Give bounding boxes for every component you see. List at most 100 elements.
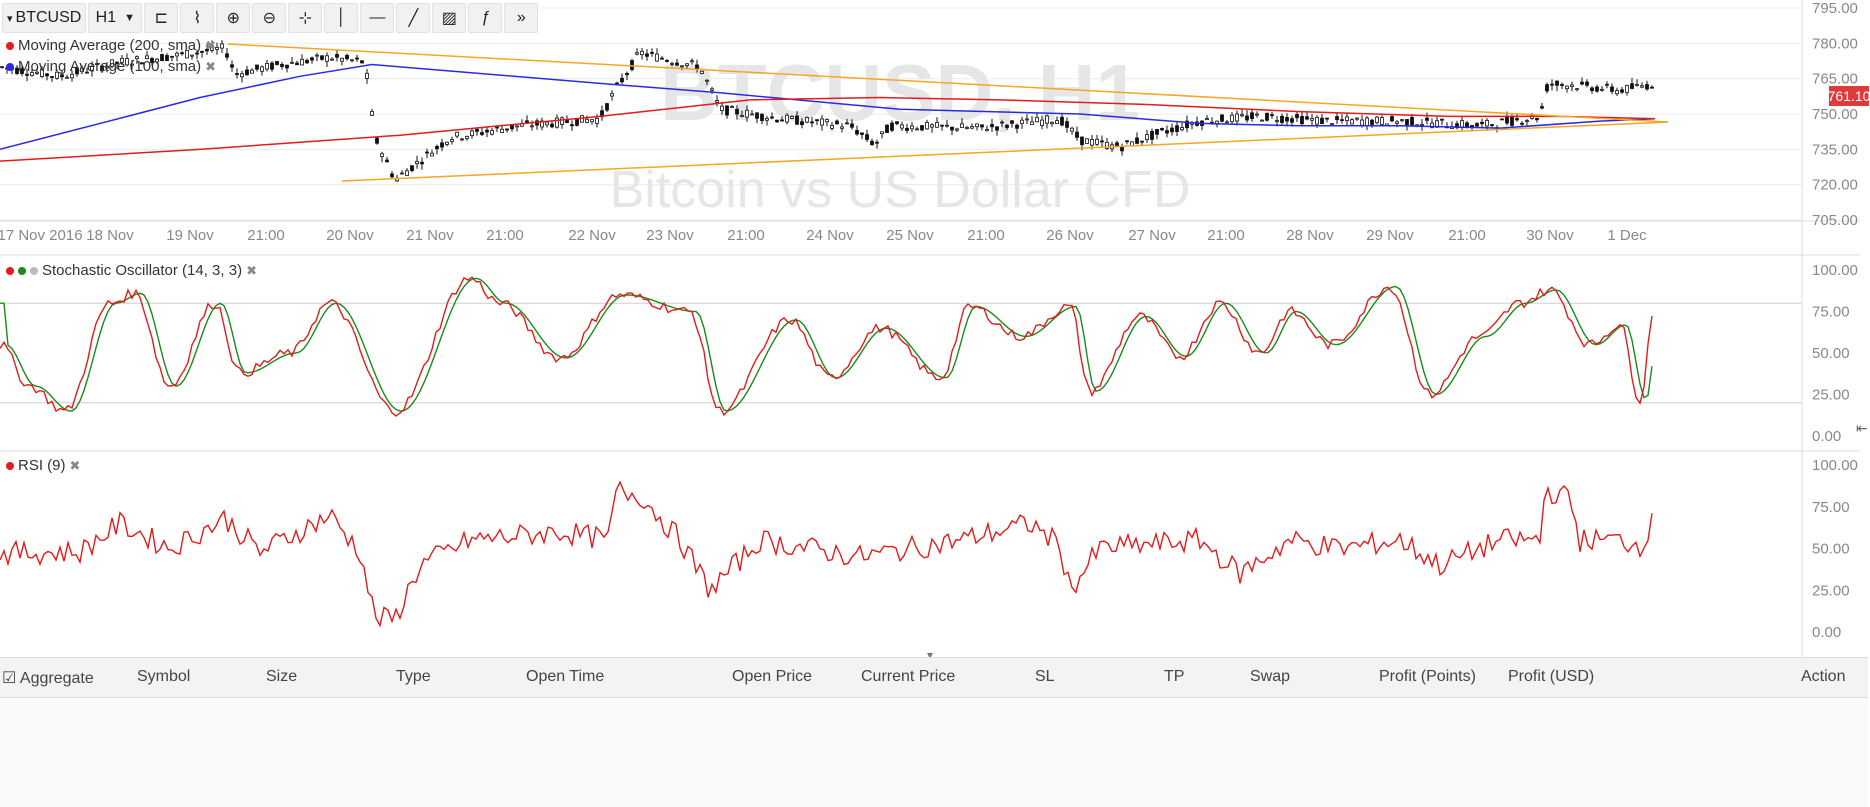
candle-body [850,123,854,128]
candle-body [1650,86,1654,89]
panel-splitter-icon[interactable]: ▾ [927,648,933,662]
bars-button[interactable]: ⊏ [144,3,179,33]
candle-body [275,61,279,65]
candle-body [230,64,234,68]
candle-body [185,50,189,59]
candle-body [70,73,74,79]
candle-body [630,60,634,70]
timeframe-selector[interactable]: H1 ▼ [88,3,143,33]
fibonacci-button[interactable]: ▨ [432,3,467,33]
candle-body [60,74,64,78]
zoom-in-button[interactable]: ⊕ [216,3,251,33]
candle-body [615,82,619,85]
candle-body [880,131,884,135]
crosshair-button[interactable]: ⊹ [288,3,323,33]
candle-body [195,52,199,55]
candle-body [780,119,784,122]
candle-body [525,120,529,123]
column-type[interactable]: Type [396,668,431,685]
candle-body [450,139,454,142]
candle-body [1260,119,1264,122]
column-tp[interactable]: TP [1164,668,1185,685]
candle-body [495,126,499,129]
column-sl[interactable]: SL [1035,668,1055,685]
vertical-line-icon: │ [336,9,347,26]
candle-body [825,119,829,123]
trendline-upper[interactable] [227,43,1669,123]
column-profit-points[interactable]: Profit (Points) [1379,668,1476,685]
candle-body [1485,119,1489,127]
candle-body [720,105,724,111]
candle-body [170,55,174,58]
candle-body [475,128,479,132]
column-open-time[interactable]: Open Time [526,668,605,685]
candle-body [1545,84,1549,92]
candle-body [970,126,974,129]
time-tick-label: 1 Dec [1607,227,1647,244]
candle-body [530,125,534,128]
price-tick-label: 765.00 [1812,71,1858,88]
candle-body [1015,124,1019,129]
trendline-lower[interactable] [341,121,1669,182]
candle-body [200,50,204,53]
candle-body [1400,119,1404,122]
aggregate-toggle[interactable]: ☑ Aggregate [2,668,94,688]
collapse-sidebar-icon[interactable]: ⇤ [1856,420,1868,436]
rsi-legend[interactable]: RSI (9) ✖ [6,457,80,474]
current-price-tag: 761.10 [1827,86,1870,106]
candle-body [1155,128,1159,135]
column-current-price[interactable]: Current Price [861,668,956,685]
candle-body [1620,89,1624,93]
candle-body [1205,118,1209,121]
candle-body [1070,127,1074,132]
candle-body [990,124,994,128]
stoch-tick-label: 75.00 [1812,304,1850,321]
time-tick-label: 25 Nov [886,227,934,244]
column-size[interactable]: Size [266,668,298,685]
candle-body [960,123,964,128]
close-icon[interactable]: ✖ [205,37,217,53]
column-symbol[interactable]: Symbol [137,668,191,685]
price-y-axis: 795.00 780.00 765.00 750.00 735.00 720.00 705.… [1812,0,1858,229]
candle-body [260,66,264,72]
stochastic-legend[interactable]: Stochastic Oscillator (14, 3, 3) ✖ [6,262,257,279]
trend-line-button[interactable]: ╱ [396,3,431,33]
candle-body [115,61,119,64]
column-action[interactable]: Action [1801,668,1846,685]
vertical-line-button[interactable]: │ [324,3,359,33]
column-swap[interactable]: Swap [1250,668,1291,685]
candle-body [1305,116,1309,120]
stoch-k-line [0,276,1653,417]
candle-body [980,124,984,128]
ma200-legend[interactable]: Moving Average (200, sma) ✖ [6,37,216,54]
column-profit-usd[interactable]: Profit (USD) [1508,668,1595,685]
candle-body [640,50,644,56]
candle-body [1625,85,1629,93]
candle-body [130,63,134,66]
candle-body [545,121,549,126]
close-icon[interactable]: ✖ [69,457,81,473]
function-button[interactable]: ƒ [468,3,503,33]
horizontal-line-button[interactable]: — [360,3,395,33]
candle-body [875,141,879,144]
zoom-out-button[interactable]: ⊖ [252,3,287,33]
column-open-price[interactable]: Open Price [732,668,813,685]
candle-body [1510,116,1514,126]
time-tick-label: 20 Nov [326,227,374,244]
ma100-legend[interactable]: Moving Average (100, sma) ✖ [6,58,216,75]
candle-body [1005,124,1009,128]
candle-body [180,52,184,55]
candle-body [90,65,94,72]
candle-body [1220,114,1224,122]
candle-body [510,124,514,130]
candle-body [1525,120,1529,122]
more-tools-button[interactable]: » [504,3,539,33]
rsi-tick-label: 75.00 [1812,499,1850,516]
add-indicator-button[interactable]: ⌇ [180,3,215,33]
close-icon[interactable]: ✖ [246,262,257,278]
symbol-selector[interactable]: ▾ BTCUSD [2,3,87,33]
chart-type-icon: ▾ [7,12,13,25]
candle-body [40,68,44,77]
close-icon[interactable]: ✖ [205,58,217,74]
